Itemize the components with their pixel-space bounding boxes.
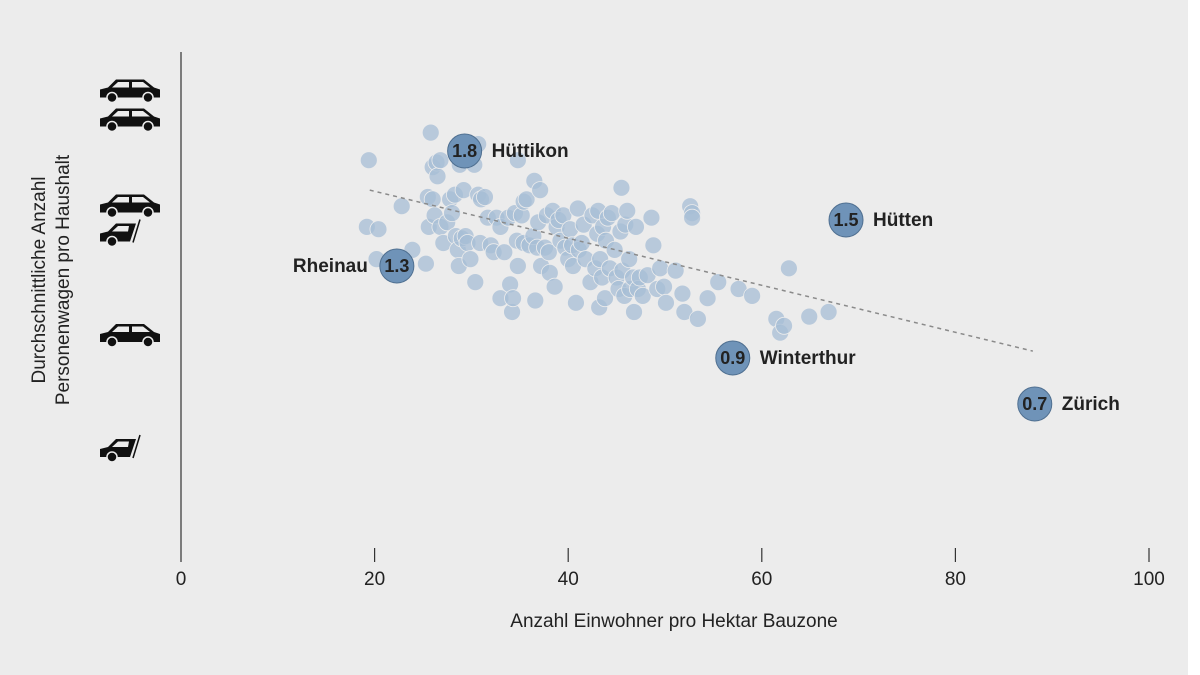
car-window: [112, 226, 129, 232]
point: [819, 303, 838, 321]
car-window: [112, 197, 150, 203]
point: [568, 199, 587, 218]
highlight-point: [447, 133, 483, 169]
point: [625, 303, 643, 321]
point: [392, 197, 411, 216]
y-tick-icon: [100, 434, 141, 463]
point: [709, 273, 728, 292]
point: [627, 217, 645, 236]
highlight-value: 0.9: [720, 348, 745, 368]
car-wheel: [106, 235, 118, 248]
highlight-label: Hütten: [873, 210, 933, 231]
highlight-point: [715, 340, 751, 376]
point: [689, 309, 707, 328]
point: [421, 123, 440, 142]
x-tick-label: 80: [945, 569, 966, 590]
highlight-value: 0.7: [1022, 394, 1047, 414]
highlight-value: 1.8: [452, 141, 477, 161]
point: [775, 316, 793, 335]
car-window: [112, 441, 129, 447]
point: [657, 293, 675, 312]
point: [800, 307, 819, 326]
edge: [1188, 0, 1200, 675]
x-tick-label: 100: [1133, 569, 1165, 590]
point: [644, 236, 663, 255]
highlight-value: 1.3: [384, 256, 409, 276]
car-wheel: [106, 206, 118, 219]
point: [698, 289, 717, 308]
point: [780, 259, 798, 278]
y-tick-icon: [100, 79, 160, 133]
point: [495, 243, 514, 262]
point: [508, 151, 527, 170]
x-axis-label: Anzahl Einwohner pro Hektar Bauzone: [510, 611, 837, 632]
x-tick-label: 20: [364, 569, 385, 590]
point: [655, 277, 673, 296]
point: [743, 286, 762, 305]
x-tick-label: 40: [558, 569, 579, 590]
point: [359, 151, 378, 170]
highlight-point: [828, 202, 864, 238]
point: [666, 261, 685, 280]
point: [504, 289, 522, 308]
highlight-point: [379, 248, 415, 284]
point: [618, 201, 637, 220]
highlight-point: [1017, 386, 1053, 422]
y-axis-label: Durchschnittliche Anzahl: [29, 177, 50, 384]
point: [431, 151, 450, 170]
point: [417, 254, 435, 273]
car-window: [112, 326, 150, 332]
point: [596, 289, 614, 308]
x-tick-label: 60: [751, 569, 772, 590]
point: [545, 277, 564, 296]
car-window: [112, 82, 150, 88]
point: [642, 208, 661, 227]
point: [673, 284, 692, 303]
point: [683, 208, 702, 227]
highlight-label: Winterthur: [760, 348, 856, 369]
x-tick-label: 0: [176, 569, 187, 590]
point: [466, 273, 485, 292]
point: [517, 190, 536, 209]
point: [476, 188, 494, 206]
car-cut: [132, 434, 141, 459]
point: [602, 204, 621, 223]
point: [369, 220, 388, 239]
trend-line: [369, 189, 1034, 352]
point: [443, 204, 461, 223]
point: [567, 293, 585, 312]
point: [539, 243, 558, 262]
car-wheel: [142, 206, 154, 219]
y-axis-label: Personenwagen pro Haushalt: [53, 154, 74, 405]
point: [508, 257, 527, 275]
y-tick-icon: [100, 324, 160, 348]
point: [526, 291, 545, 310]
car-wheel: [106, 451, 118, 463]
car-wheel: [142, 120, 154, 133]
point: [612, 178, 631, 197]
y-tick-icon: [100, 194, 160, 248]
car-window: [112, 111, 150, 117]
car-wheel: [142, 336, 154, 348]
highlight-label: Hüttikon: [492, 141, 569, 162]
point: [531, 181, 550, 200]
car-cut: [132, 219, 141, 243]
point: [428, 167, 447, 186]
point: [461, 250, 480, 269]
car-wheel: [106, 120, 118, 133]
car-wheel: [106, 336, 118, 348]
highlight-label: Zürich: [1062, 394, 1120, 415]
car-wheel: [142, 91, 154, 104]
point: [633, 286, 652, 305]
highlight-label: Rheinau: [293, 256, 368, 277]
point: [620, 250, 639, 269]
car-wheel: [106, 91, 118, 104]
point: [605, 240, 624, 259]
highlight-value: 1.5: [834, 210, 859, 230]
